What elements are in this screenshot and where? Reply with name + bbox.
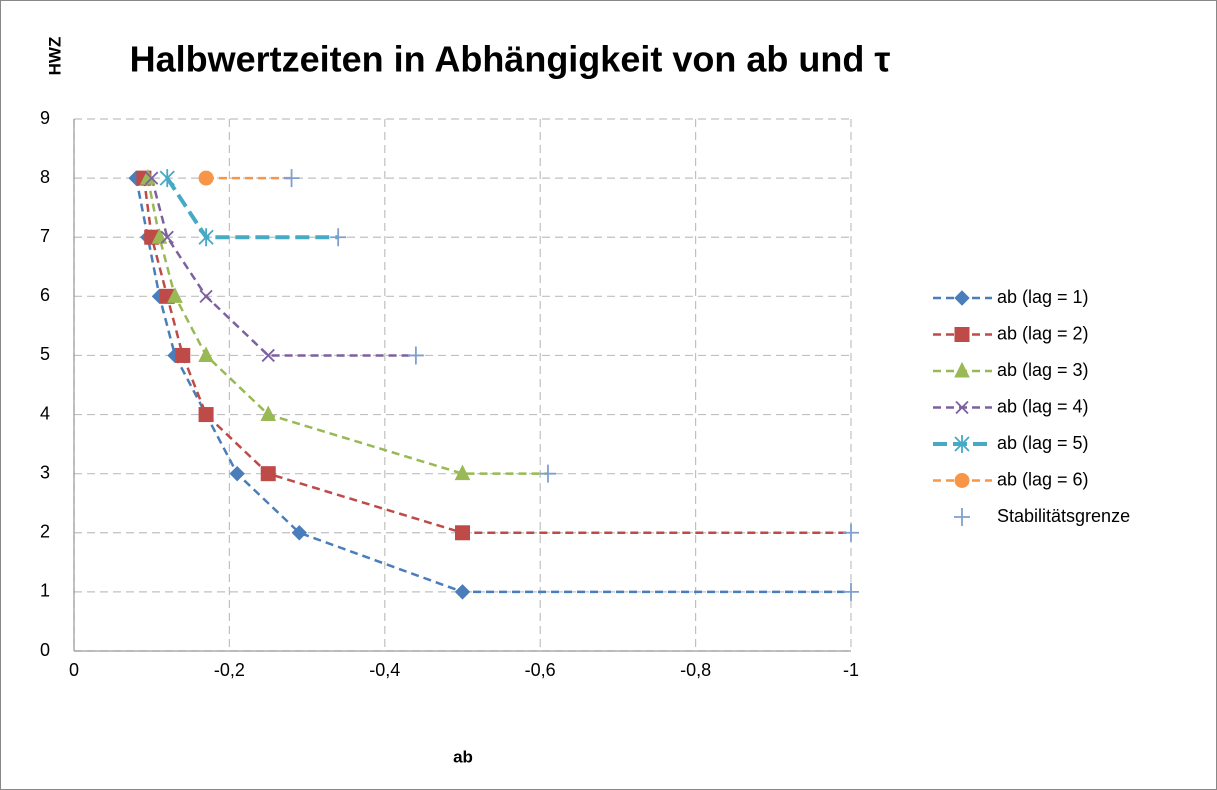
- legend-label: Stabilitätsgrenze: [997, 506, 1130, 526]
- marker: [260, 405, 277, 422]
- legend-label: ab (lag = 4): [997, 396, 1089, 416]
- marker: [330, 228, 347, 247]
- marker: [455, 525, 470, 541]
- marker: [260, 466, 276, 482]
- marker: [151, 228, 168, 244]
- marker: [229, 465, 245, 482]
- y-tick-label: 7: [40, 226, 50, 246]
- x-tick-label: -1: [843, 660, 859, 680]
- marker: [198, 346, 214, 362]
- x-tick-label: 0: [69, 660, 79, 680]
- legend-marker: [954, 361, 970, 378]
- legend-marker: [954, 435, 970, 453]
- legend-label: ab (lag = 1): [997, 287, 1089, 307]
- x-axis-label: ab: [453, 747, 473, 766]
- marker: [198, 228, 214, 247]
- marker: [283, 169, 300, 188]
- marker: [198, 170, 214, 186]
- y-tick-label: 6: [40, 285, 50, 305]
- y-tick-label: 0: [40, 640, 50, 660]
- legend-marker: [954, 290, 970, 306]
- y-tick-label: 9: [40, 108, 50, 128]
- y-axis-label: HWZ: [45, 37, 64, 76]
- y-tick-label: 8: [40, 167, 50, 187]
- y-tick-label: 4: [40, 403, 50, 423]
- legend-marker: [954, 327, 970, 342]
- y-tick-label: 2: [40, 522, 50, 542]
- marker: [539, 464, 556, 483]
- marker: [199, 289, 213, 303]
- y-tick-label: 3: [40, 462, 50, 482]
- x-tick-label: -0,4: [369, 660, 400, 680]
- marker: [407, 346, 424, 365]
- legend-label: ab (lag = 5): [997, 433, 1089, 453]
- series-line: [142, 177, 851, 535]
- marker: [291, 525, 308, 541]
- legend-marker: [954, 508, 970, 526]
- marker: [145, 171, 159, 185]
- marker: [454, 584, 471, 600]
- x-tick-label: -0,2: [214, 660, 245, 680]
- legend-marker: [955, 400, 969, 415]
- marker: [261, 348, 275, 363]
- x-tick-label: -0,8: [680, 660, 711, 680]
- marker: [175, 347, 191, 363]
- y-tick-label: 1: [40, 581, 50, 601]
- marker: [843, 523, 859, 542]
- marker: [198, 407, 214, 423]
- marker: [160, 230, 174, 244]
- legend-label: ab (lag = 2): [997, 323, 1089, 343]
- marker: [167, 287, 183, 303]
- legend-label: ab (lag = 3): [997, 360, 1089, 380]
- legend-marker: [954, 473, 970, 488]
- legend-label: ab (lag = 6): [997, 469, 1089, 489]
- y-tick-label: 5: [40, 344, 50, 364]
- marker: [454, 464, 471, 481]
- marker: [843, 582, 859, 601]
- x-tick-label: -0,6: [525, 660, 556, 680]
- marker: [159, 169, 175, 188]
- chart-title: Halbwertzeiten in Abhängigkeit von ab un…: [130, 39, 891, 80]
